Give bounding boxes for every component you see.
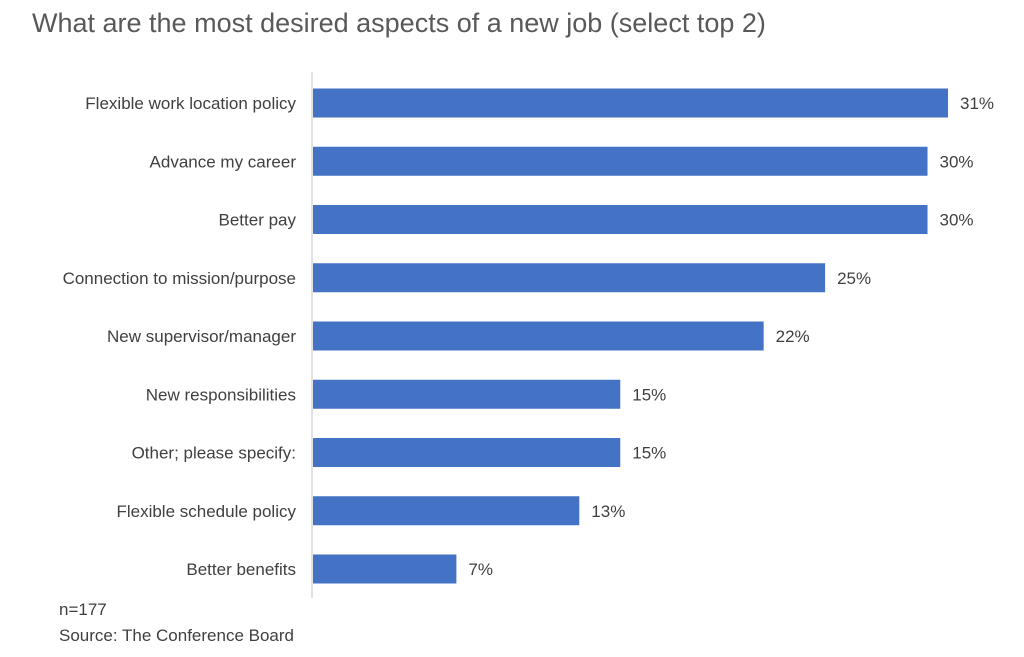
category-label: Other; please specify: [132, 444, 296, 463]
category-label: Flexible work location policy [85, 94, 296, 113]
bar [313, 554, 457, 584]
category-label: Connection to mission/purpose [63, 269, 296, 288]
bar [313, 379, 621, 409]
category-label: Better pay [219, 211, 297, 230]
bar [313, 205, 928, 234]
value-label: 30% [940, 152, 974, 171]
bar [313, 146, 928, 176]
category-label: Better benefits [186, 560, 296, 579]
value-label: 15% [632, 385, 666, 404]
source-note: Source: The Conference Board [59, 626, 294, 645]
value-label: 13% [591, 502, 625, 521]
bar [313, 88, 948, 118]
bar [313, 321, 764, 351]
value-label: 22% [776, 327, 810, 346]
chart-title: What are the most desired aspects of a n… [32, 8, 766, 38]
value-label: 30% [940, 211, 974, 230]
value-label: 15% [632, 444, 666, 463]
bar [313, 263, 826, 293]
bar [313, 496, 580, 526]
bars-layer: Flexible work location policy 31% Advance … [63, 88, 994, 584]
bar [313, 438, 621, 467]
category-label: Flexible schedule policy [116, 502, 296, 521]
sample-size-note: n=177 [59, 600, 107, 619]
category-label: New supervisor/manager [107, 327, 296, 346]
value-label: 25% [837, 269, 871, 288]
category-label: Advance my career [150, 152, 297, 171]
category-label: New responsibilities [146, 385, 296, 404]
value-label: 7% [468, 560, 493, 579]
value-label: 31% [960, 94, 994, 113]
